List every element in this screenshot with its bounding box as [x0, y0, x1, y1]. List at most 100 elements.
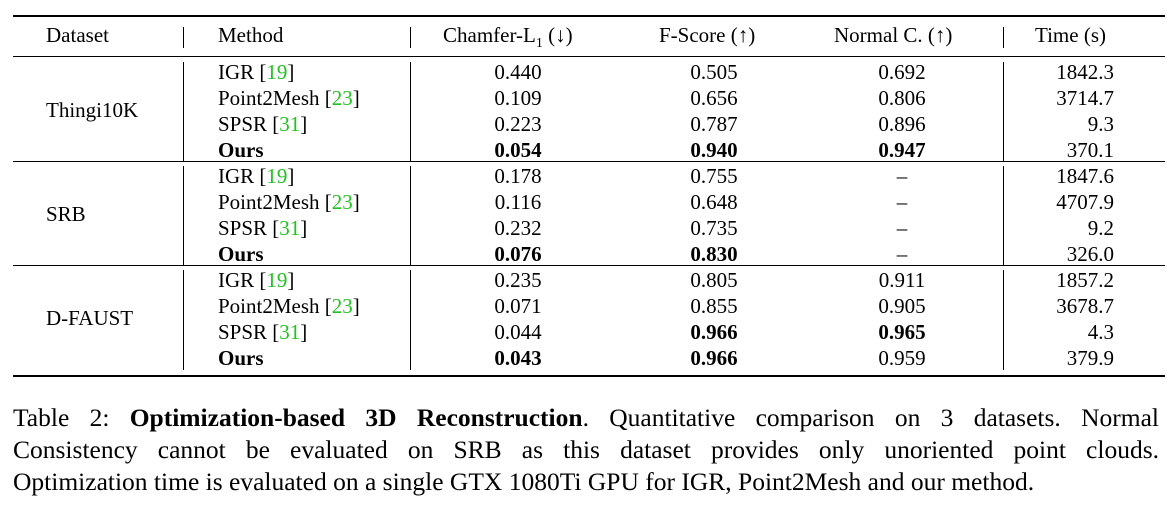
- normal-cell: 0.692: [878, 60, 926, 84]
- time-cell: 370.1: [1066, 138, 1114, 162]
- header-normal: Normal C. (↑): [834, 23, 953, 47]
- cite-bracket: ]: [287, 164, 295, 188]
- method-cell: Point2Mesh [23]: [218, 293, 360, 319]
- normal-cell: –: [896, 242, 908, 266]
- cite-bracket: [: [319, 190, 332, 214]
- method-cell: IGR [19]: [218, 163, 294, 189]
- citation-link[interactable]: 19: [266, 60, 288, 84]
- cite-bracket: [: [254, 164, 267, 188]
- time-cell: 1842.3: [1056, 60, 1114, 84]
- method-cell: Ours: [218, 241, 264, 267]
- fscore-cell: 0.648: [690, 190, 738, 214]
- chamfer-cell: 0.116: [494, 190, 542, 214]
- chamfer-cell: 0.235: [494, 268, 542, 292]
- header-separator: [183, 27, 184, 48]
- citation-link[interactable]: 23: [331, 190, 353, 214]
- caption-line-2: Consistency cannot be evaluated on SRB a…: [13, 435, 1159, 464]
- cite-bracket: [: [267, 216, 280, 240]
- normal-cell: 0.947: [878, 138, 926, 162]
- column-separator: [410, 166, 411, 266]
- caption-line-3: Optimization time is evaluated on a sing…: [13, 467, 1035, 496]
- header-separator: [410, 27, 411, 48]
- method-cell: SPSR [31]: [218, 319, 307, 345]
- time-cell: 4.3: [1087, 320, 1114, 344]
- group-rule: [13, 265, 1165, 266]
- normal-cell: –: [896, 216, 908, 240]
- method-cell: Point2Mesh [23]: [218, 85, 360, 111]
- table-bottom-rule: [13, 375, 1165, 377]
- method-name: Ours: [218, 346, 264, 370]
- citation-link[interactable]: 31: [279, 112, 301, 136]
- time-cell: 3714.7: [1056, 86, 1114, 110]
- header-chamfer-sub: 1: [535, 36, 543, 52]
- caption-title: Optimization-based 3D Reconstruction: [129, 403, 583, 432]
- chamfer-cell: 0.440: [494, 60, 542, 84]
- method-name: SPSR: [218, 320, 268, 344]
- method-name: IGR: [218, 268, 255, 292]
- cite-bracket: [: [254, 268, 267, 292]
- citation-link[interactable]: 23: [331, 86, 353, 110]
- cite-bracket: ]: [352, 294, 360, 318]
- time-cell: 4707.9: [1056, 190, 1114, 214]
- column-separator: [1003, 270, 1004, 370]
- header-chamfer: Chamfer-L1 (↓): [443, 22, 573, 57]
- table-top-rule: [13, 15, 1165, 17]
- time-cell: 1847.6: [1056, 164, 1114, 188]
- time-cell: 3678.7: [1056, 294, 1114, 318]
- method-cell: IGR [19]: [218, 267, 294, 293]
- time-cell: 9.3: [1087, 112, 1114, 136]
- fscore-cell: 0.755: [690, 164, 738, 188]
- citation-link[interactable]: 19: [266, 268, 288, 292]
- cite-bracket: ]: [287, 60, 295, 84]
- caption-line-1: Table 2: Optimization-based 3D Reconstru…: [13, 402, 1159, 434]
- time-cell: 9.2: [1087, 216, 1114, 240]
- column-separator: [183, 166, 184, 266]
- citation-link[interactable]: 31: [279, 216, 301, 240]
- fscore-cell: 0.805: [690, 268, 738, 292]
- method-name: IGR: [218, 60, 255, 84]
- header-method: Method: [218, 23, 284, 47]
- method-name: SPSR: [218, 216, 268, 240]
- cite-bracket: ]: [352, 190, 360, 214]
- normal-cell: –: [896, 164, 908, 188]
- fscore-cell: 0.787: [690, 112, 738, 136]
- cite-bracket: [: [267, 112, 280, 136]
- cite-bracket: [: [267, 320, 280, 344]
- column-separator: [1003, 62, 1004, 162]
- normal-cell: 0.965: [878, 320, 926, 344]
- column-separator: [1003, 166, 1004, 266]
- method-name: Ours: [218, 138, 264, 162]
- time-cell: 379.9: [1066, 346, 1114, 370]
- method-name: SPSR: [218, 112, 268, 136]
- method-cell: Ours: [218, 137, 264, 163]
- normal-cell: 0.959: [878, 346, 926, 370]
- fscore-cell: 0.855: [690, 294, 738, 318]
- chamfer-cell: 0.232: [494, 216, 542, 240]
- chamfer-cell: 0.054: [494, 138, 542, 162]
- cite-bracket: ]: [300, 112, 308, 136]
- cite-bracket: [: [254, 60, 267, 84]
- dataset-label: Thingi10K: [46, 98, 139, 122]
- chamfer-cell: 0.223: [494, 112, 542, 136]
- citation-link[interactable]: 23: [331, 294, 353, 318]
- fscore-cell: 0.966: [690, 320, 738, 344]
- normal-cell: –: [896, 190, 908, 214]
- header-fscore: F-Score (↑): [659, 23, 756, 47]
- citation-link[interactable]: 31: [279, 320, 301, 344]
- citation-link[interactable]: 19: [266, 164, 288, 188]
- cite-bracket: ]: [287, 268, 295, 292]
- column-separator: [410, 62, 411, 162]
- fscore-cell: 0.656: [690, 86, 738, 110]
- normal-cell: 0.905: [878, 294, 926, 318]
- header-dataset: Dataset: [46, 23, 109, 47]
- group-rule: [13, 161, 1165, 162]
- column-separator: [183, 62, 184, 162]
- header-separator: [1003, 27, 1004, 48]
- table-header-rule: [13, 56, 1165, 57]
- method-name: IGR: [218, 164, 255, 188]
- fscore-cell: 0.505: [690, 60, 738, 84]
- method-cell: SPSR [31]: [218, 215, 307, 241]
- method-cell: Ours: [218, 345, 264, 371]
- cite-bracket: [: [319, 86, 332, 110]
- method-name: Point2Mesh: [218, 294, 320, 318]
